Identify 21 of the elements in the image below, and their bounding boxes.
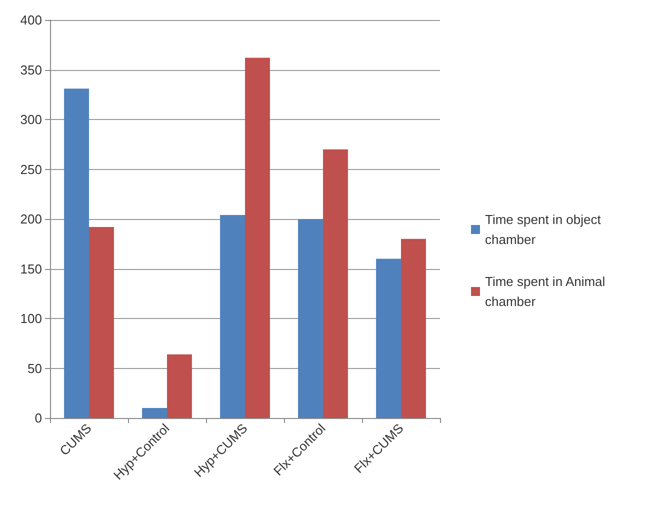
bar [220, 215, 245, 418]
legend-label: Time spent in object chamber [485, 212, 604, 247]
y-tick-label: 350 [20, 62, 42, 78]
bar [64, 88, 89, 418]
y-tick-label: 50 [28, 360, 42, 376]
y-tick-label: 0 [34, 410, 42, 426]
bar [298, 219, 323, 418]
y-tick-label: 400 [20, 12, 42, 28]
bar [142, 408, 167, 418]
bar [245, 58, 270, 418]
y-tick-label: 150 [20, 261, 42, 276]
bar [167, 354, 192, 418]
bar [401, 238, 426, 418]
y-tick-label: 300 [20, 112, 42, 127]
bar [376, 258, 401, 418]
legend-label: Time spent in Animal chamber [485, 274, 609, 309]
y-tick-label: 100 [20, 311, 42, 326]
bar [323, 149, 348, 418]
y-tick-label: 250 [20, 162, 42, 177]
bar [89, 226, 114, 418]
y-tick-label: 200 [20, 212, 42, 226]
